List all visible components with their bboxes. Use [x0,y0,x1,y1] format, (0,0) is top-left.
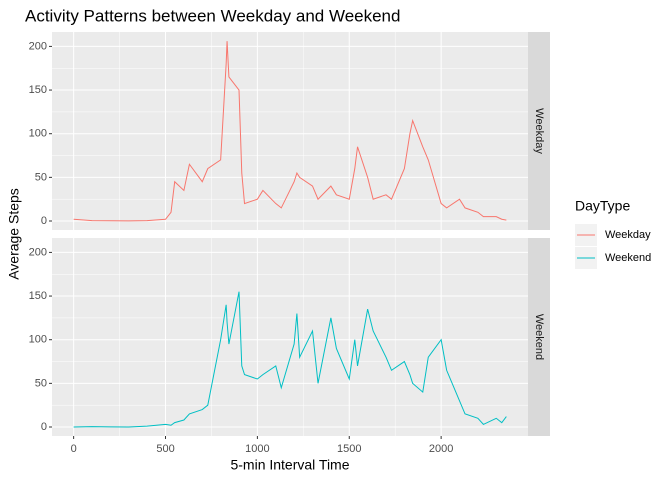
legend-label: Weekend [605,252,651,264]
y-tick-label: 50 [35,377,47,389]
y-axis-label: Average Steps [6,188,22,280]
x-tick-label: 0 [71,443,77,455]
y-tick-label: 0 [41,215,47,227]
y-tick-label: 100 [29,334,47,346]
y-tick-label: 100 [29,128,47,140]
x-tick-label: 1000 [245,443,269,455]
legend-title: DayType [575,198,630,214]
x-tick-label: 500 [156,443,174,455]
panel-background [52,32,528,230]
facet-strip [528,238,550,436]
facet-strip-label: Weekend [533,314,545,360]
y-tick-label: 50 [35,171,47,183]
facet-strip [528,32,550,230]
y-tick-label: 0 [41,421,47,433]
y-tick-label: 200 [29,246,47,258]
legend-label: Weekday [605,229,651,241]
y-tick-label: 200 [29,40,47,52]
x-tick-label: 1500 [337,443,361,455]
y-tick-label: 150 [29,84,47,96]
x-axis-label: 5-min Interval Time [230,457,349,473]
series-line [73,291,507,428]
chart-title: Activity Patterns between Weekday and We… [25,6,400,25]
panel-background [52,238,528,436]
y-tick-label: 150 [29,290,47,302]
x-tick-label: 2000 [429,443,453,455]
facet-strip-label: Weekday [533,108,545,154]
series-line [73,41,507,222]
